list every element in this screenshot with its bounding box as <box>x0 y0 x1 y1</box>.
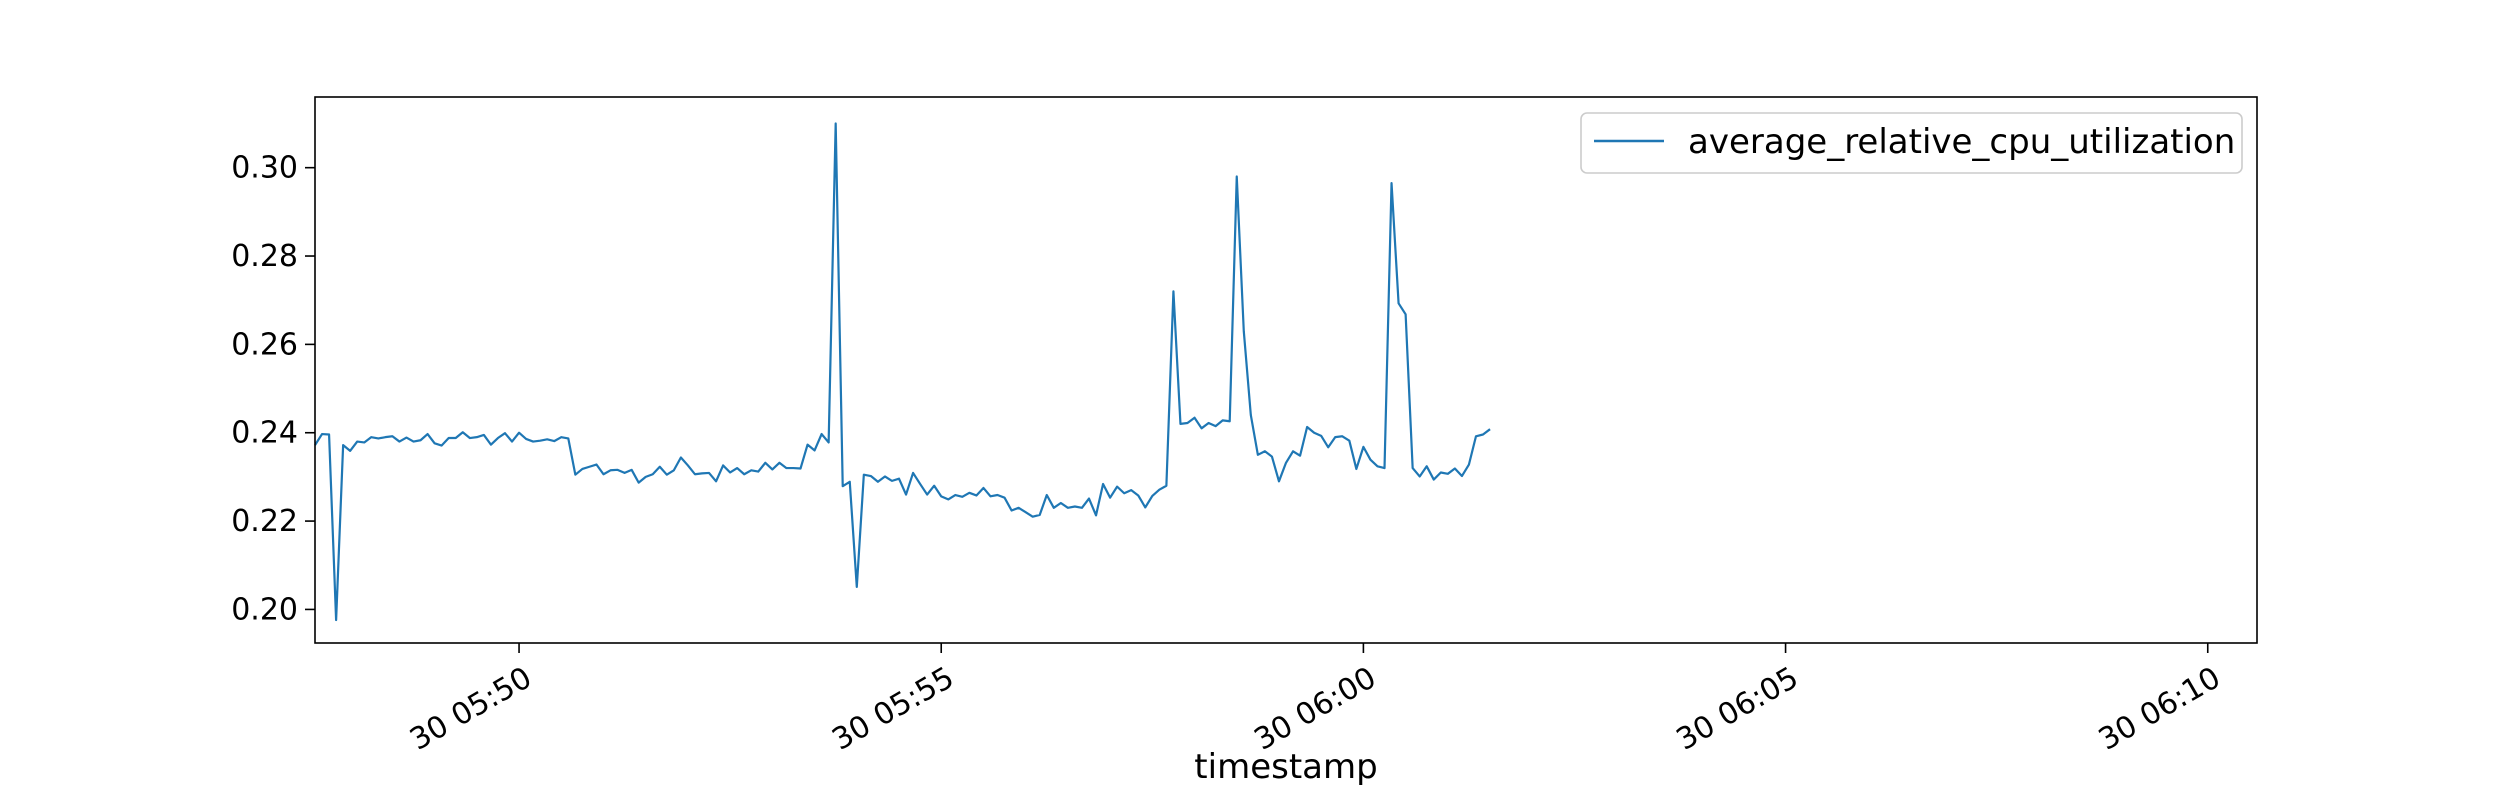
x-axis-label: timestamp <box>1194 747 1377 787</box>
y-tick-label: 0.20 <box>231 592 298 627</box>
y-tick-label: 0.22 <box>231 504 298 539</box>
y-tick-label: 0.28 <box>231 239 298 274</box>
legend-box <box>1580 112 2243 174</box>
y-axis: 0.20 0.22 0.24 0.26 0.28 0.30 <box>231 151 315 627</box>
legend: average_relative_cpu_utilization <box>1580 112 2243 174</box>
series-layer <box>314 122 1491 622</box>
y-tick-label: 0.26 <box>231 327 298 362</box>
series-line <box>314 122 1491 622</box>
y-tick-label: 0.24 <box>231 416 298 451</box>
axes-frame <box>314 96 2258 644</box>
y-tick-label: 0.30 <box>231 151 298 186</box>
legend-label: average_relative_cpu_utilization <box>1688 122 2235 162</box>
